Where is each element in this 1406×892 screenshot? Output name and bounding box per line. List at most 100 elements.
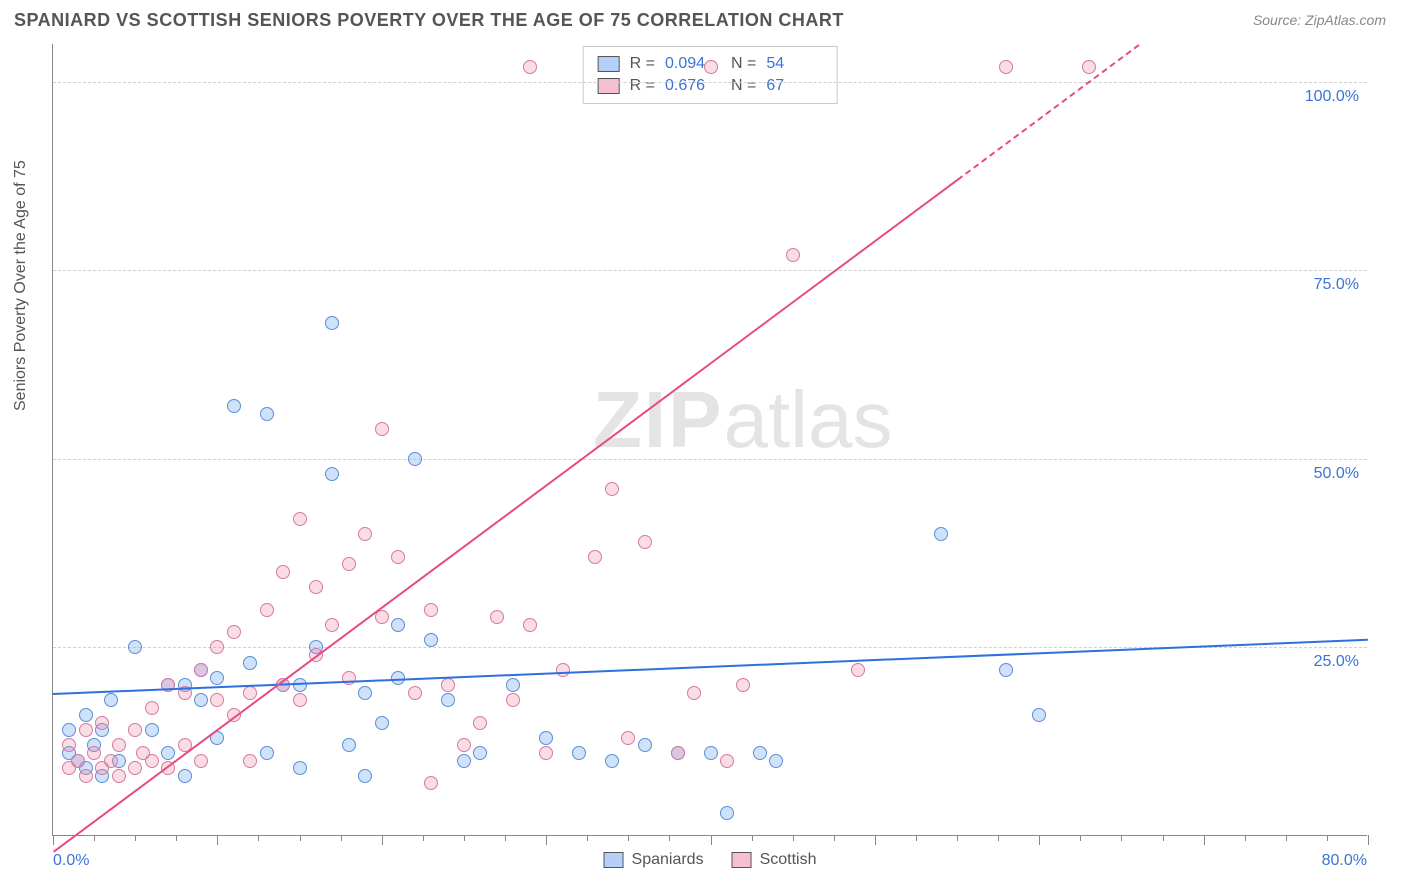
swatch-blue-icon	[598, 56, 620, 72]
data-point	[87, 746, 101, 760]
data-point	[243, 754, 257, 768]
x-tick	[1204, 835, 1205, 845]
data-point	[358, 527, 372, 541]
legend-label: Scottish	[760, 851, 817, 869]
data-point	[210, 671, 224, 685]
x-tick	[258, 835, 259, 841]
legend-series: Spaniards Scottish	[604, 851, 817, 869]
data-point	[358, 769, 372, 783]
x-tick	[94, 835, 95, 841]
data-point	[704, 60, 718, 74]
data-point	[424, 776, 438, 790]
data-point	[736, 678, 750, 692]
x-tick	[628, 835, 629, 841]
x-tick	[669, 835, 670, 841]
data-point	[79, 769, 93, 783]
swatch-pink-icon	[598, 78, 620, 94]
x-tick	[176, 835, 177, 841]
data-point	[71, 754, 85, 768]
data-point	[325, 467, 339, 481]
x-tick	[793, 835, 794, 841]
data-point	[260, 407, 274, 421]
x-tick	[587, 835, 588, 841]
x-tick	[53, 835, 54, 845]
gridline	[53, 270, 1367, 271]
x-tick	[217, 835, 218, 845]
x-tick	[752, 835, 753, 841]
trend-line	[53, 179, 958, 853]
legend-label: Spaniards	[632, 851, 704, 869]
data-point	[128, 723, 142, 737]
data-point	[408, 452, 422, 466]
data-point	[490, 610, 504, 624]
data-point	[556, 663, 570, 677]
data-point	[588, 550, 602, 564]
legend-item-spaniards: Spaniards	[604, 851, 704, 869]
data-point	[391, 618, 405, 632]
x-tick-label: 0.0%	[53, 852, 89, 870]
data-point	[276, 565, 290, 579]
y-tick-label: 100.0%	[1305, 88, 1359, 106]
data-point	[999, 663, 1013, 677]
data-point	[621, 731, 635, 745]
data-point	[638, 535, 652, 549]
swatch-blue-icon	[604, 852, 624, 868]
y-tick-label: 50.0%	[1314, 465, 1359, 483]
r-value: 0.676	[665, 75, 721, 97]
x-tick	[341, 835, 342, 841]
data-point	[1032, 708, 1046, 722]
x-tick	[916, 835, 917, 841]
data-point	[539, 746, 553, 760]
x-tick	[464, 835, 465, 841]
data-point	[441, 693, 455, 707]
data-point	[851, 663, 865, 677]
x-tick	[711, 835, 712, 845]
data-point	[638, 738, 652, 752]
watermark: ZIPatlas	[593, 374, 892, 466]
data-point	[687, 686, 701, 700]
y-tick-label: 25.0%	[1314, 653, 1359, 671]
data-point	[506, 693, 520, 707]
x-tick	[135, 835, 136, 841]
data-point	[473, 746, 487, 760]
gridline	[53, 459, 1367, 460]
x-tick	[382, 835, 383, 845]
data-point	[506, 678, 520, 692]
x-tick	[957, 835, 958, 841]
data-point	[441, 678, 455, 692]
data-point	[342, 738, 356, 752]
gridline	[53, 82, 1367, 83]
data-point	[523, 60, 537, 74]
x-tick	[1327, 835, 1328, 841]
data-point	[325, 316, 339, 330]
data-point	[375, 716, 389, 730]
x-tick	[505, 835, 506, 841]
data-point	[227, 625, 241, 639]
data-point	[424, 633, 438, 647]
data-point	[128, 761, 142, 775]
data-point	[457, 754, 471, 768]
data-point	[243, 686, 257, 700]
data-point	[769, 754, 783, 768]
n-label: N =	[731, 53, 756, 75]
x-tick	[300, 835, 301, 841]
trend-line	[957, 44, 1140, 181]
data-point	[293, 512, 307, 526]
data-point	[104, 754, 118, 768]
data-point	[375, 422, 389, 436]
data-point	[145, 754, 159, 768]
x-tick	[834, 835, 835, 841]
data-point	[753, 746, 767, 760]
x-tick	[998, 835, 999, 841]
data-point	[342, 557, 356, 571]
chart-title: SPANIARD VS SCOTTISH SENIORS POVERTY OVE…	[14, 10, 844, 31]
data-point	[999, 60, 1013, 74]
data-point	[260, 746, 274, 760]
data-point	[194, 663, 208, 677]
x-tick	[875, 835, 876, 845]
n-label: N =	[731, 75, 756, 97]
data-point	[786, 248, 800, 262]
legend-row-scottish: R = 0.676 N = 67	[598, 75, 823, 97]
legend-item-scottish: Scottish	[732, 851, 817, 869]
data-point	[391, 550, 405, 564]
